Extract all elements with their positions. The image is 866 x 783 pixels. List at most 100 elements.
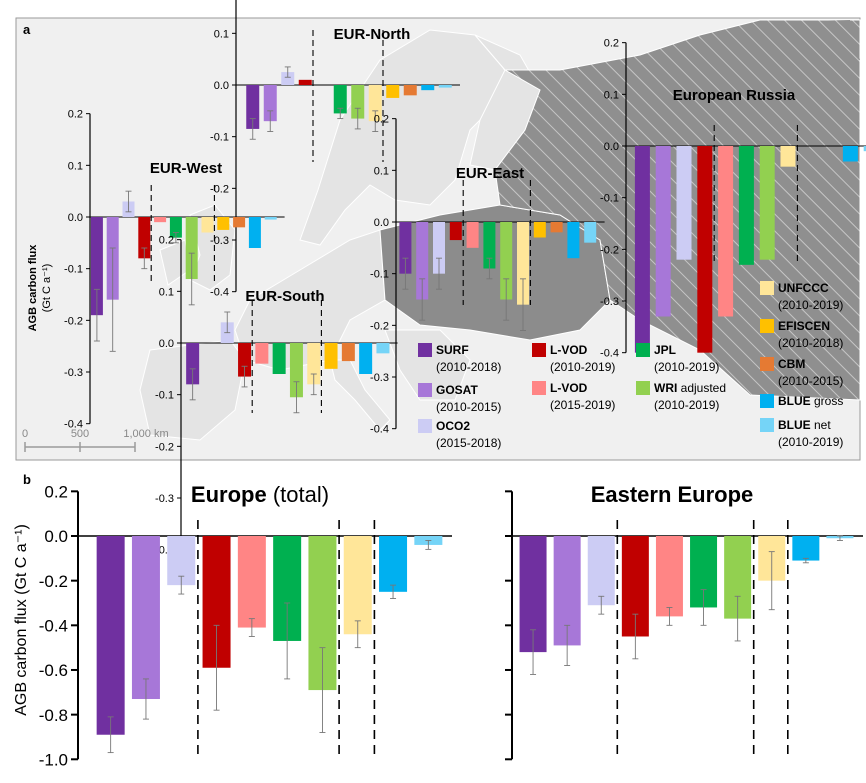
chart-eur-north: 0.2 0.1 0.0 -0.1 -0.2 -0.3 -0.4 EUR-North [210,0,460,299]
bar-surf [90,217,103,316]
y-tick-label: 0.1 [374,165,389,177]
legend-name: BLUE [778,394,811,408]
legend-period: (2010-2019) [654,360,719,374]
legend-swatch [760,394,774,408]
bar-l-vod-2015-2019- [154,217,167,223]
bar-gosat [263,85,277,122]
bar-blue-net [863,146,866,152]
legend-label: GOSAT [436,383,478,397]
y-tick-label: -0.4 [600,348,619,360]
bar-surf [634,146,650,353]
legend-period: (2010-2019) [778,435,843,449]
chart-title-main: EUR-West [150,160,222,177]
y-tick-label: -0.4 [370,424,389,436]
legend-suffix: net [811,418,832,432]
legend-name: SURF [436,343,469,357]
bar-gosat [655,146,671,317]
bar-wri-adjusted [289,343,303,398]
bar-blue-gross [792,536,820,561]
y-tick-label: 0.1 [68,160,83,172]
bar-l-vod-2015-2019- [718,146,734,317]
bar-cbm [341,343,355,362]
y-tick-label: 0.2 [159,235,174,247]
legend-swatch [760,281,774,295]
legend-swatch [760,357,774,371]
legend-name: UNFCCC [778,281,829,295]
legend-name: OCO2 [436,419,470,433]
panel-a-label: a [23,22,31,37]
y-tick-label: 0.0 [159,338,174,350]
bar-l-vod-2015-2019- [237,536,266,628]
legend-label: BLUE gross [778,394,843,408]
panel-a-y-title-line2: (Gt C a⁻¹) [41,264,53,313]
legend-swatch [418,419,432,433]
chart-eur-south: 0.2 0.1 0.0 -0.1 -0.2 -0.3 -0.4 EUR-South [155,235,398,557]
chart-title: Europe (total) [191,482,329,507]
bar-blue-gross [248,217,261,249]
charts-layer: 0.2 0.1 0.0 -0.1 -0.2 -0.3 -0.4 EUR-North 0.2 0.1… [39,0,866,769]
bar-blue-net [264,217,277,220]
chart-title-main: European Russia [673,87,796,104]
y-tick-label: -0.3 [210,235,229,247]
y-tick-label: -0.3 [370,372,389,384]
y-tick-label: 0.2 [374,114,389,126]
legend-swatch [636,381,650,395]
legend-item-cbm: CBM (2010-2015) [760,357,843,388]
y-tick-label: 0.2 [604,38,619,50]
legend-label: SURF [436,343,469,357]
panel-b-label: b [23,472,31,487]
legend-swatch [760,319,774,333]
bar-efiscen [217,217,230,230]
bar-l-vod-2015-2019- [655,536,683,617]
y-tick-label: -0.1 [155,390,174,402]
y-tick-label: -0.1 [370,269,389,281]
panel-b-y-title: AGB carbon flux (Gt C a⁻¹) [13,524,30,716]
legend-item-blue: BLUE gross [760,394,843,408]
chart-title-suffix: (total) [267,482,329,507]
legend-name: L-VOD [550,343,588,357]
bar-efiscen [324,343,338,369]
legend-period: (2010-2019) [778,298,843,312]
bar-cbm [403,85,417,96]
bar-surf [399,222,412,274]
y-tick-label: 0.1 [604,89,619,101]
y-tick-label: -0.4 [210,287,229,299]
y-tick-label: -0.3 [600,296,619,308]
legend-label: UNFCCC [778,281,829,295]
y-tick-label: -1.0 [39,750,68,769]
y-tick-label: 0.0 [374,217,389,229]
bar-jpl [483,222,496,269]
chart-title-main: EUR-East [456,165,524,182]
bar-blue-gross [421,85,435,91]
bar-surf [246,85,260,129]
bar-oco2 [433,222,445,274]
legend-name: GOSAT [436,383,478,397]
y-tick-label: -0.3 [64,367,83,379]
legend-period: (2015-2019) [550,398,615,412]
bar-blue-gross [842,146,858,162]
y-tick-label: 0.0 [604,141,619,153]
legend-item-oco2: OCO2 (2015-2018) [418,419,501,450]
chart-eastern-europe: Eastern Europe [505,482,863,761]
legend-label: L-VOD [550,343,588,357]
legend-item-l-vod: L-VOD (2015-2019) [532,381,615,412]
legend-item-unfccc: UNFCCC (2010-2019) [760,281,843,312]
legend-swatch [532,343,546,357]
scale-bar-label-500: 500 [71,428,89,440]
legend-suffix: gross [811,394,844,408]
bar-oco2 [587,536,615,606]
bar-l-vod-2015-2019- [466,222,479,248]
y-tick-label: -0.1 [210,132,229,144]
bar-blue-net [584,222,597,243]
bar-unfccc [517,222,529,305]
bar-l-vod-2015-2019- [255,343,269,364]
legend-name: CBM [778,357,805,371]
region-arctic-islands [760,20,860,60]
chart-eur-west: 0.2 0.1 0.0 -0.1 -0.2 -0.3 -0.4 EUR-West [64,109,285,431]
bar-unfccc [780,146,796,167]
chart-europe: 0.2 0.0 -0.2 -0.4 -0.6 -0.8 -1.0 Europe (total) [39,482,452,769]
y-tick-label: -0.2 [370,320,389,332]
legend: SURF (2010-2018) GOSAT (2010-2015) OCO2 (2015… [418,281,843,450]
